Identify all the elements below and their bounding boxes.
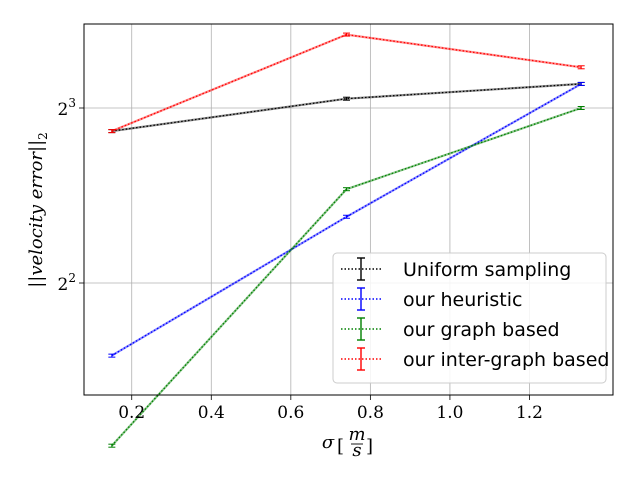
legend-item: our inter-graph based	[341, 347, 609, 371]
series-our-inter-graph-based	[108, 32, 585, 134]
x-axis-label: σ	[322, 432, 335, 453]
y-axis: 22 23	[58, 96, 84, 295]
series-layer	[108, 32, 585, 448]
series-uniform-sampling	[108, 81, 585, 134]
x-tick-label: 0.2	[118, 403, 145, 423]
legend-box	[332, 252, 607, 384]
legend-label: our inter-graph based	[403, 349, 609, 371]
x-axis: 0.2 0.4 0.6 0.8 1.0 1.2	[118, 395, 543, 423]
series-our-graph-based	[108, 106, 585, 448]
unit-denominator: s	[352, 440, 361, 461]
legend-label: our heuristic	[403, 289, 522, 311]
series-band	[111, 33, 582, 133]
x-tick-label: 1.0	[436, 403, 463, 423]
series-line	[111, 33, 582, 132]
unit-bracket-left: [	[337, 436, 344, 457]
legend-item: our heuristic	[341, 287, 522, 311]
x-axis-unit: [ m s ]	[337, 424, 373, 461]
legend-label: Uniform sampling	[403, 259, 571, 281]
x-tick-label: 0.4	[198, 403, 225, 423]
x-tick-label: 0.8	[357, 403, 384, 423]
legend-item: Uniform sampling	[341, 257, 571, 281]
legend: Uniform sampling our heuristic our graph b…	[332, 252, 609, 384]
series-line	[111, 83, 582, 357]
y-axis-label: ||velocity error||2	[26, 132, 50, 288]
series-our-heuristic	[108, 81, 585, 358]
legend-item: our graph based	[341, 317, 560, 341]
x-tick-label: 1.2	[516, 403, 543, 423]
y-tick-label: 23	[58, 96, 76, 120]
plot-frame	[83, 23, 614, 396]
unit-bracket-right: ]	[366, 436, 373, 457]
unit-numerator: m	[348, 424, 365, 445]
x-tick-label: 0.6	[277, 403, 304, 423]
y-tick-label: 22	[58, 271, 76, 295]
legend-label: our graph based	[403, 319, 560, 341]
